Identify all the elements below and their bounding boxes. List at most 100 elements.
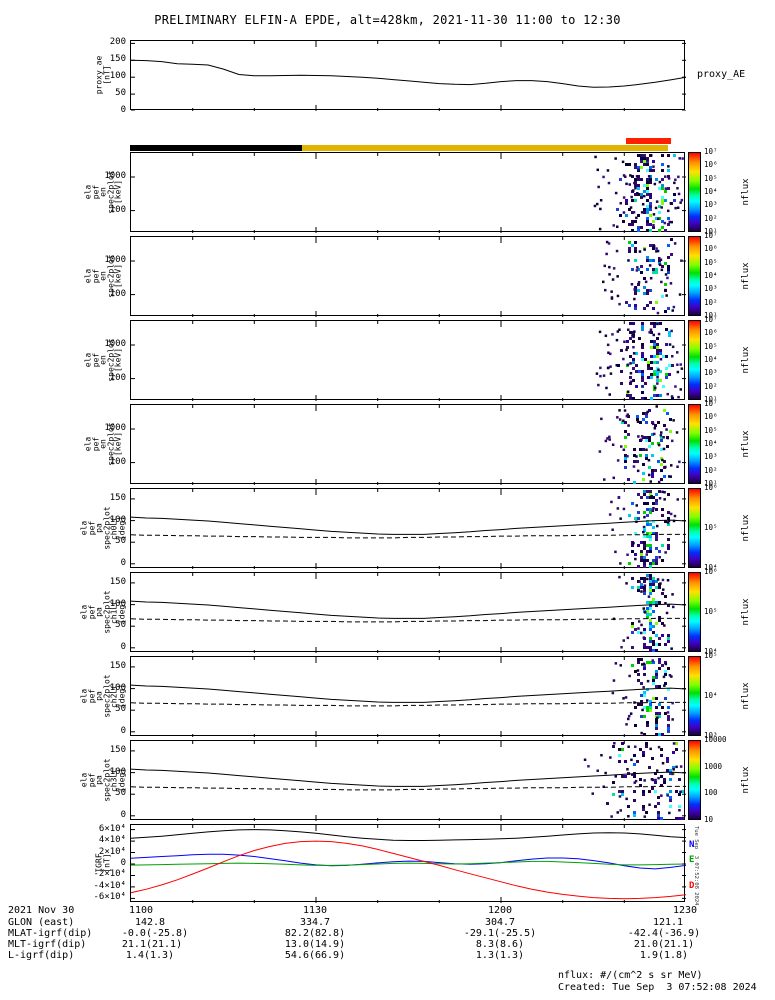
series-D (130, 840, 687, 900)
colorbar-en-spec-d (688, 404, 701, 484)
plot-proxy-ae (130, 41, 687, 112)
ytick-label: 0 (120, 809, 126, 820)
ytick-label: 100 (109, 514, 126, 525)
plot-pa-spec-ch3 (130, 741, 692, 821)
axis-row-value: 8.3(8.6) (475, 939, 525, 950)
axis-row-value: -0.0(-25.8) (121, 928, 189, 939)
ytick-label: 100 (109, 766, 126, 777)
plot-en-spec-b (131, 237, 686, 317)
colorbar-tick: 10⁵ (704, 607, 718, 616)
ylabel-en-spec-c: ela pef en spec2plot [keV] (83, 338, 123, 382)
colorbar-label-pa-spec-ch2: nflux (741, 682, 751, 710)
series-label-D: D (689, 881, 695, 892)
axis-ticks (131, 573, 686, 653)
series-pitch-angle (130, 516, 687, 535)
panel-en-spec-a (130, 152, 686, 233)
colorbar-tick: 10⁶ (704, 412, 718, 422)
colorbar-tick: 100 (704, 788, 718, 798)
colorbar-tick: 10⁶ (704, 483, 718, 492)
colorbar-tick: 10² (704, 381, 718, 391)
track-segment-1 (302, 145, 669, 151)
colorbar-pa-spec-ch3 (688, 740, 701, 820)
ylabel-pa-spec-ch3: ela pef pa spec2plot ch3LC [deg] (79, 758, 127, 802)
colorbar-tick: 10 (704, 815, 714, 824)
axis-row-value: 82.2(82.8) (284, 928, 346, 939)
colorbar-tick: 10⁷ (704, 231, 718, 240)
axis-row-value: 54.6(66.9) (284, 950, 346, 961)
ytick-label: 0 (120, 641, 126, 652)
colorbar-tick: 10⁴ (704, 187, 718, 196)
ylabel-en-spec-b: ela pef en spec2plot [keV] (83, 254, 123, 298)
ytick-label: 50 (115, 620, 126, 631)
colorbar-tick: 10³ (704, 200, 718, 210)
series-pitch-angle (130, 600, 687, 619)
plot-en-spec-c (131, 321, 686, 401)
colorbar-tick: 10⁵ (704, 651, 718, 660)
series-loss-cone (130, 701, 686, 707)
ytick-label: 100 (109, 71, 126, 82)
colorbar-tick: 10⁵ (704, 257, 718, 267)
ylabel-en-spec-a: ela pef en spec2plot [keV] (83, 170, 123, 214)
ytick-label: 50 (115, 704, 126, 715)
series-loss-cone (130, 533, 686, 539)
ytick-label: 0 (120, 557, 126, 568)
ylabel-proxy-ae: proxy_ae [nT] (94, 55, 112, 95)
track-red-bar (625, 138, 672, 144)
plot-pa-spec-ch1 (130, 573, 687, 653)
series-E (130, 860, 687, 866)
plot-en-spec-d (131, 405, 686, 485)
series-Btotal (130, 829, 687, 841)
ytick-label: -6×10⁴ (93, 892, 126, 903)
colorbar-tick: 10¹ (704, 311, 718, 320)
colorbar-tick: 10⁶ (704, 567, 718, 576)
axis-row-value: 1130 (302, 905, 328, 916)
ytick-label: -2×10⁴ (93, 869, 126, 880)
axis-ticks (131, 41, 686, 112)
panel-pa-spec-ch0 (130, 488, 687, 569)
axis-row-label: MLAT-igrf(dip) (8, 928, 93, 939)
colorbar-tick: 10⁴ (704, 647, 718, 656)
colorbar-tick: 10³ (704, 284, 718, 294)
colorbar-en-spec-c (688, 320, 701, 400)
series-loss-cone (130, 617, 686, 623)
axis-row-value: 21.0(21.1) (633, 939, 695, 950)
ytick-label: 100 (109, 372, 126, 383)
axis-row-value: 1100 (128, 905, 154, 916)
colorbar-tick: 10000 (704, 735, 727, 744)
colorbar-label-pa-spec-ch0: nflux (741, 514, 751, 542)
spectrogram-burst (583, 742, 692, 820)
series-label-N: N (689, 840, 695, 851)
series-loss-cone (130, 785, 686, 791)
axis-ticks (131, 489, 686, 569)
axis-row-label: L-igrf(dip) (8, 950, 75, 961)
axis-row-value: 121.1 (652, 917, 684, 928)
colorbar-tick: 10⁵ (704, 523, 718, 532)
colorbar-en-spec-a (688, 152, 701, 232)
ylabel-igrf: IGRF [nT] (94, 853, 112, 873)
series-label-E: E (689, 854, 695, 865)
axis-row-value: 142.8 (134, 917, 166, 928)
series-proxy_AE (130, 59, 687, 88)
colorbar-tick: 10⁴ (704, 439, 718, 448)
ytick-label: 4×10⁴ (98, 835, 126, 846)
ytick-label: 50 (115, 88, 126, 99)
ytick-label: 2×10⁴ (98, 846, 126, 857)
panel-en-spec-b (130, 236, 686, 317)
axis-row-value: 1.4(1.3) (125, 950, 175, 961)
spectrogram-burst (598, 405, 681, 484)
ytick-label: 1000 (104, 339, 126, 349)
panel-proxy-ae (130, 40, 687, 112)
colorbar-tick: 10¹ (704, 227, 718, 236)
footer-created-note: Created: Tue Sep 3 07:52:08 2024 (558, 982, 757, 993)
colorbar-tick: 10⁷ (704, 399, 718, 408)
ytick-label: 1000 (104, 423, 126, 433)
spectrogram-burst (593, 154, 684, 232)
ytick-label: 1000 (104, 255, 126, 265)
axis-row-value: 13.0(14.9) (284, 939, 346, 950)
axis-row-value: 1230 (672, 905, 698, 916)
ytick-label: 150 (109, 744, 126, 755)
colorbar-tick: 10² (704, 213, 718, 223)
spectrogram-burst (612, 574, 675, 652)
colorbar-tick: 10⁴ (704, 691, 718, 700)
